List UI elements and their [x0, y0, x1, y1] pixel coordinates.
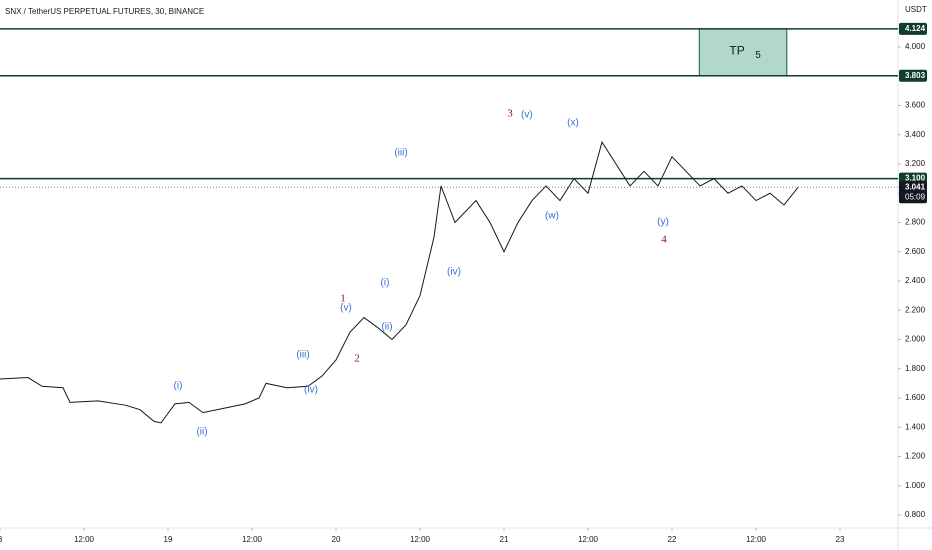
- y-tick-label: 2.800: [905, 218, 926, 227]
- wave-label: (ii): [196, 427, 207, 438]
- last-price-label: 3.041: [905, 182, 926, 191]
- x-tick-label: 12:00: [242, 535, 263, 544]
- wave-label: 4: [661, 234, 667, 246]
- x-tick-label: 8: [0, 535, 3, 544]
- wave-label: (y): [657, 217, 669, 228]
- level-label: 3.100: [905, 174, 926, 183]
- wave-label: (i): [174, 381, 183, 392]
- y-tick-label: 0.800: [905, 510, 926, 519]
- y-tick-label: 3.600: [905, 101, 926, 110]
- x-tick-label: 21: [500, 535, 509, 544]
- wave-label: (w): [545, 211, 559, 222]
- wave-label: (iv): [447, 267, 461, 278]
- y-tick-label: 1.800: [905, 364, 926, 373]
- wave-label: 1: [340, 293, 346, 305]
- x-tick-label: 22: [668, 535, 677, 544]
- y-tick-label: 1.000: [905, 481, 926, 490]
- y-tick-label: 2.200: [905, 305, 926, 314]
- x-tick-label: 12:00: [578, 535, 599, 544]
- level-label: 4.124: [905, 24, 926, 33]
- wave-label: (iv): [304, 385, 318, 396]
- wave-label: (x): [567, 118, 579, 129]
- axis-unit: USDT: [905, 5, 927, 14]
- y-tick-label: 3.200: [905, 159, 926, 168]
- y-tick-label: 2.600: [905, 247, 926, 256]
- level-tag: [899, 69, 927, 82]
- wave-label: (iii): [394, 148, 407, 159]
- x-tick-label: 12:00: [74, 535, 95, 544]
- wave-label: (i): [381, 278, 390, 289]
- wave-label: (iii): [296, 350, 309, 361]
- target-zone: [698, 28, 788, 77]
- last-price-tag: [899, 181, 927, 204]
- y-tick-label: 1.200: [905, 452, 926, 461]
- y-tick-label: 3.400: [905, 130, 926, 139]
- x-tick-label: 23: [836, 535, 845, 544]
- wave-label: (v): [521, 110, 533, 121]
- countdown: 05:09: [905, 192, 926, 201]
- x-tick-label: 20: [332, 535, 341, 544]
- level-tag: [899, 22, 927, 35]
- price-line: [0, 140, 799, 424]
- y-tick-label: 1.600: [905, 393, 926, 402]
- y-tick-label: 1.400: [905, 422, 926, 431]
- level-label: 3.803: [905, 71, 926, 80]
- y-tick-label: 2.000: [905, 335, 926, 344]
- y-tick-label: 4.000: [905, 42, 926, 51]
- target-label: TP: [729, 44, 744, 58]
- chart-title: SNX / TetherUS PERPETUAL FUTURES, 30, BI…: [5, 7, 204, 16]
- wave-label: (ii): [381, 322, 392, 333]
- x-tick-label: 12:00: [746, 535, 767, 544]
- target-wave: 5: [755, 50, 761, 61]
- wave-label: 2: [354, 353, 360, 365]
- wave-label: (v): [340, 303, 352, 314]
- wave-label: 3: [507, 108, 513, 120]
- x-tick-label: 19: [164, 535, 173, 544]
- x-tick-label: 12:00: [410, 535, 431, 544]
- y-tick-label: 2.400: [905, 276, 926, 285]
